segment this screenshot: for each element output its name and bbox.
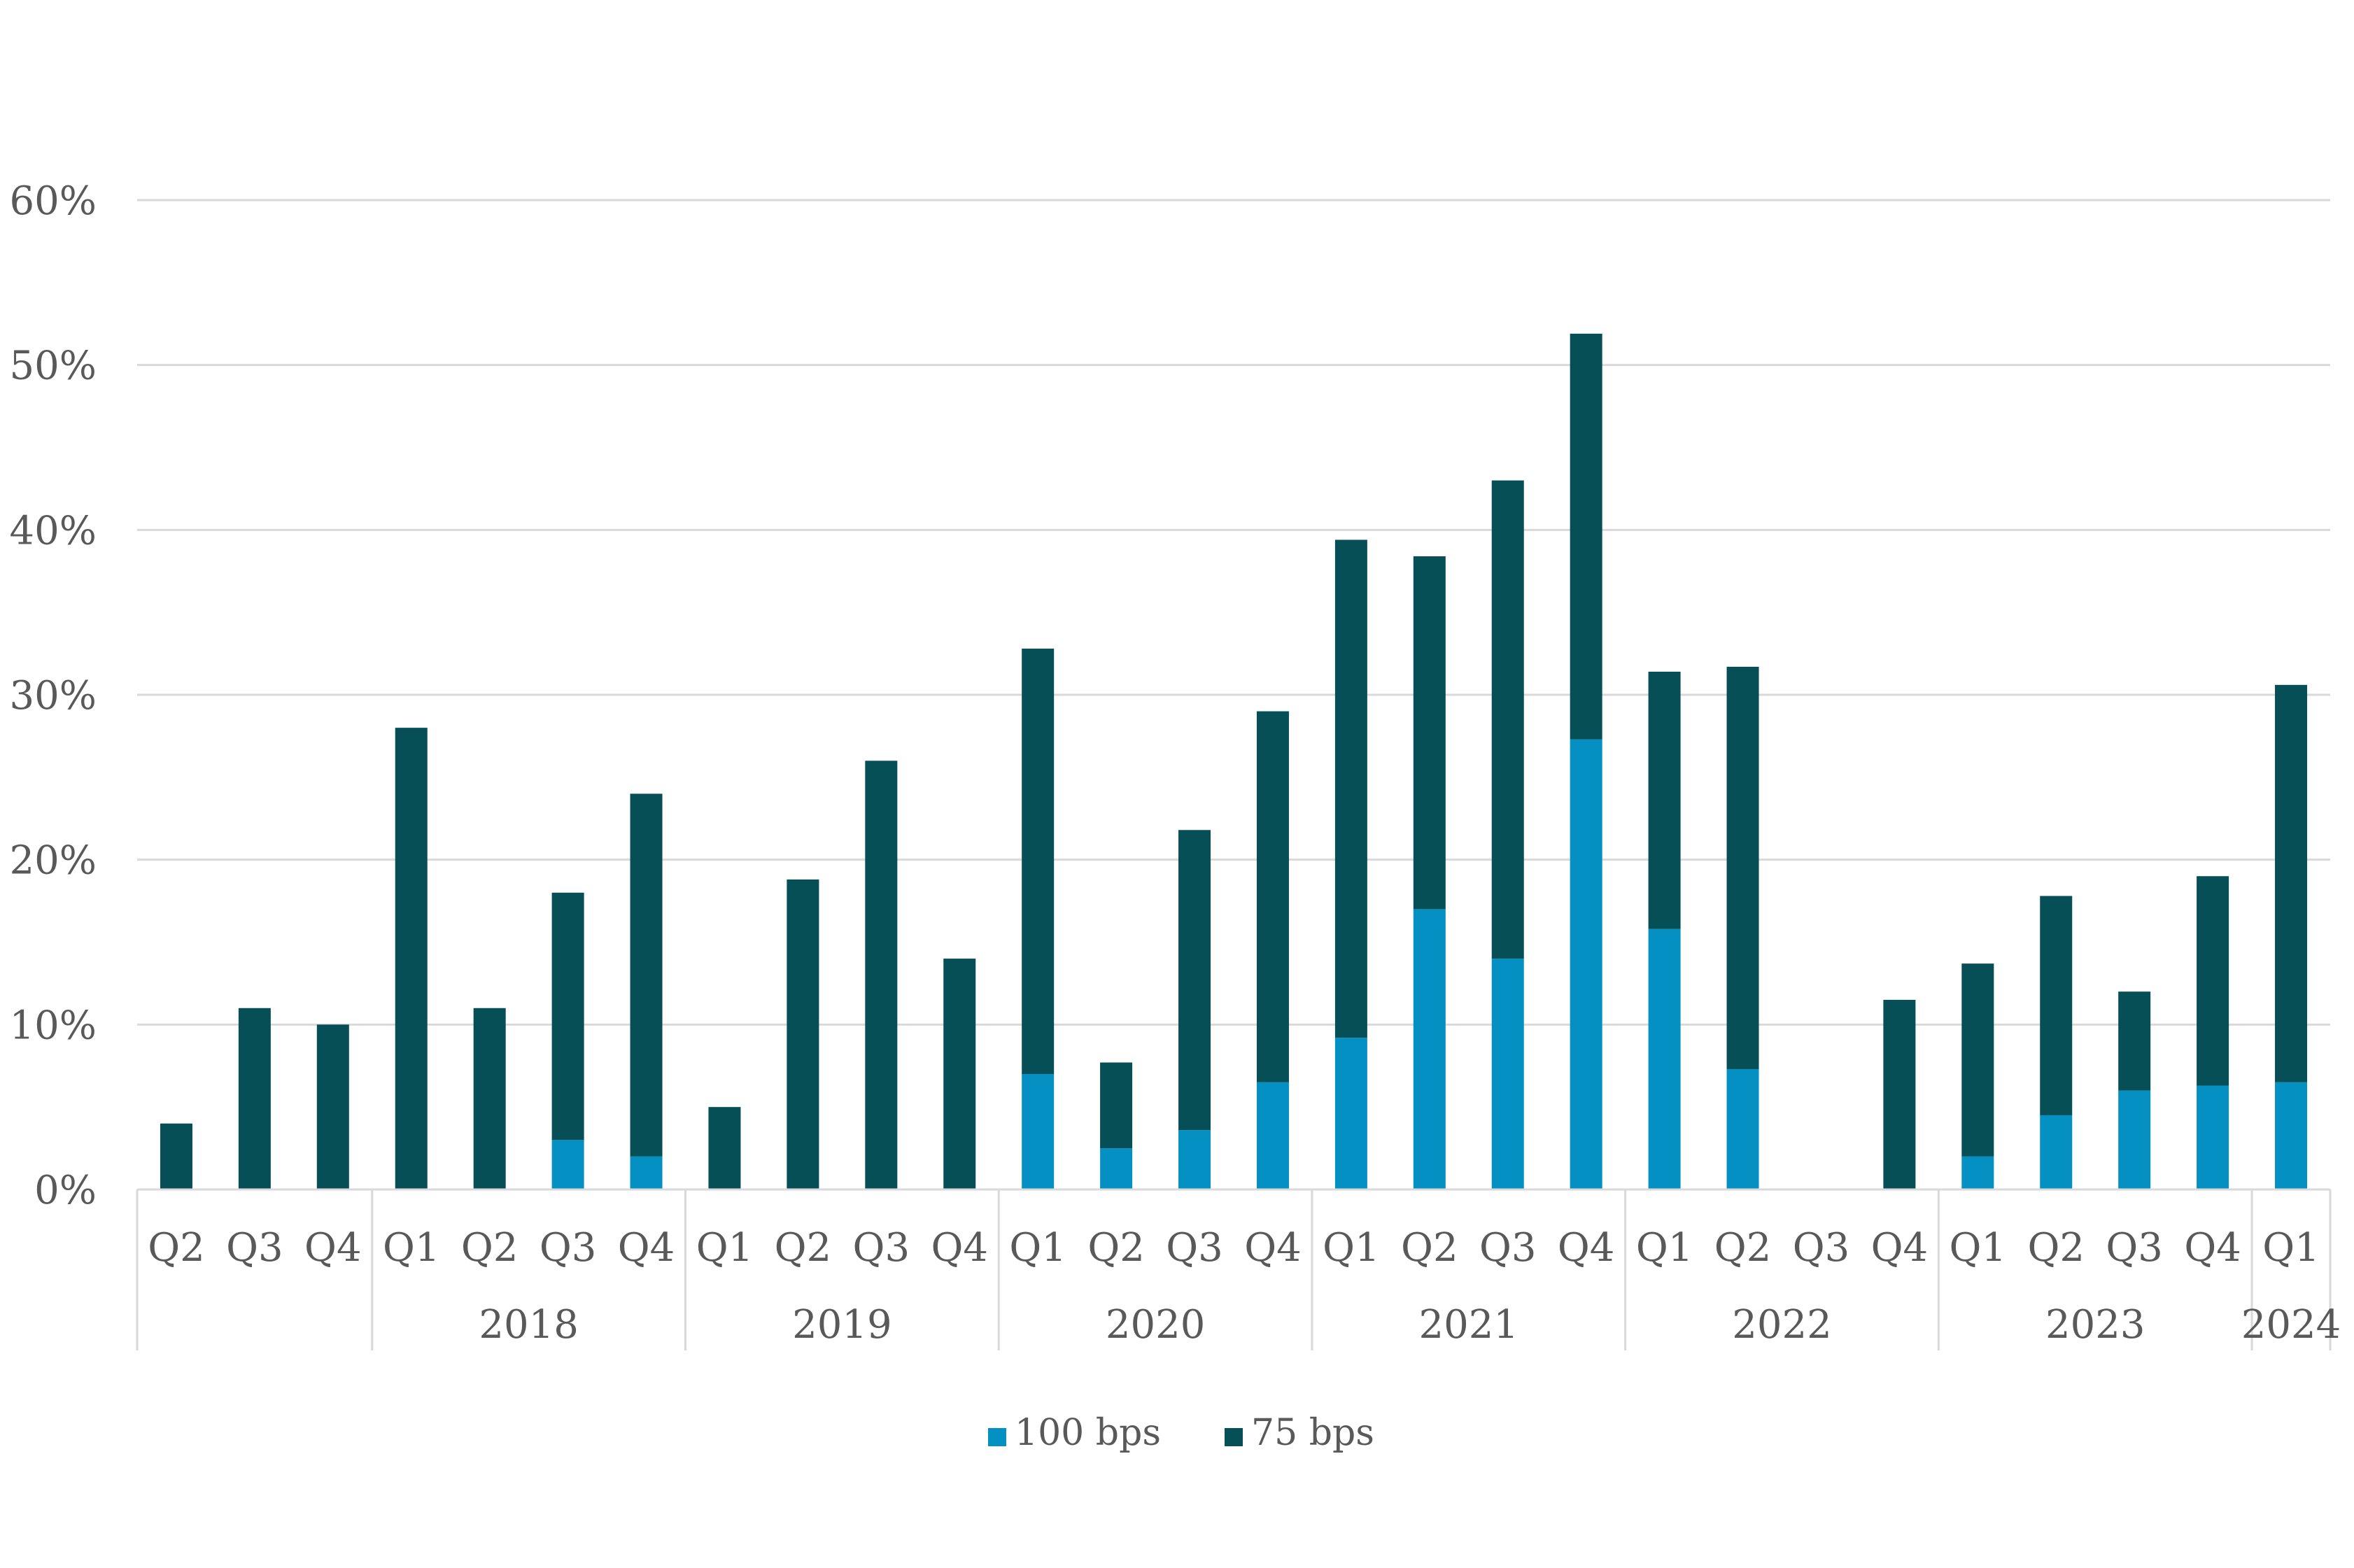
bar-segment-100bps	[1648, 928, 1681, 1189]
bar-segment-100bps	[1570, 739, 1602, 1189]
y-axis: 0% 10% 20% 30% 40% 50% 60%	[10, 178, 97, 1213]
bar-segment-100bps	[1726, 1068, 1759, 1189]
legend-label: 100 bps	[1015, 1412, 1161, 1454]
y-tick-label: 50%	[10, 344, 97, 389]
x-axis: Q2 Q3 Q4 Q1 Q2 Q3 Q4 Q1 Q2 Q3 Q4 Q1 Q2 Q3 Q4 Q1 Q2 Q3 Q4 Q1…	[136, 1188, 2341, 1350]
x-tick-label: Q2	[148, 1225, 205, 1271]
bar-segment-75bps	[787, 879, 819, 1189]
bar-segment-100bps	[1256, 1082, 1289, 1189]
bar-segment-75bps	[238, 1008, 271, 1189]
x-tick-label: Q4	[931, 1225, 988, 1271]
x-tick-label: Q2	[1087, 1225, 1145, 1271]
bar-segment-75bps	[1413, 556, 1446, 910]
year-label: 2019	[792, 1302, 892, 1348]
bar-segment-100bps	[2275, 1082, 2308, 1189]
x-tick-label: Q1	[2262, 1225, 2320, 1271]
bar-segment-100bps	[1413, 909, 1446, 1189]
y-tick-label: 40%	[10, 508, 97, 553]
bar-segment-75bps	[1491, 480, 1524, 959]
bar-segment-100bps	[1334, 1038, 1367, 1189]
bar-segment-100bps	[1961, 1156, 1994, 1189]
bar-segment-75bps	[1100, 1062, 1133, 1149]
bar-segment-100bps	[2118, 1090, 2151, 1189]
x-tick-label: Q1	[1950, 1225, 2007, 1271]
y-tick-label: 30%	[10, 673, 97, 719]
y-tick-label: 60%	[10, 178, 97, 224]
bar-segment-75bps	[708, 1107, 741, 1189]
year-label: 2022	[1732, 1302, 1832, 1348]
x-tick-label: Q2	[1714, 1225, 1772, 1271]
bar-segment-75bps	[1726, 666, 1759, 1069]
gridlines	[137, 199, 2330, 1026]
bar-segment-100bps	[1100, 1148, 1133, 1189]
bar-segment-100bps	[1491, 959, 1524, 1189]
x-tick-label: Q1	[1009, 1225, 1066, 1271]
legend-swatch	[988, 1428, 1006, 1446]
bar-segment-75bps	[2197, 876, 2229, 1086]
x-tick-label: Q4	[304, 1225, 362, 1271]
bar-segment-75bps	[1883, 999, 1916, 1189]
x-tick-label: Q3	[226, 1225, 283, 1271]
bar-segment-75bps	[865, 761, 898, 1189]
x-tick-label: Q3	[1793, 1225, 1850, 1271]
bar-segment-100bps	[551, 1140, 584, 1189]
bar-segment-75bps	[1178, 830, 1211, 1131]
x-tick-label: Q4	[1871, 1225, 1929, 1271]
x-tick-label: Q3	[853, 1225, 910, 1271]
x-tick-label: Q3	[2106, 1225, 2163, 1271]
y-tick-label: 0%	[34, 1168, 97, 1213]
x-tick-label: Q2	[461, 1225, 519, 1271]
year-label: 2024	[2241, 1302, 2341, 1348]
x-tick-label: Q2	[1401, 1225, 1458, 1271]
x-tick-label: Q2	[775, 1225, 832, 1271]
bar-segment-75bps	[630, 793, 663, 1157]
legend: 100 bps 75 bps	[988, 1412, 1374, 1454]
bar-segment-100bps	[1022, 1074, 1055, 1189]
x-tick-label: Q1	[1636, 1225, 1693, 1271]
bar-segment-75bps	[1022, 649, 1055, 1075]
y-tick-label: 20%	[10, 838, 97, 884]
bar-segment-75bps	[316, 1024, 349, 1189]
x-tick-label: Q4	[1244, 1225, 1302, 1271]
x-tick-label: Q3	[1479, 1225, 1537, 1271]
year-label: 2023	[2045, 1302, 2145, 1348]
x-tick-label: Q3	[1166, 1225, 1223, 1271]
year-label: 2021	[1419, 1302, 1519, 1348]
x-tick-label: Q4	[1558, 1225, 1615, 1271]
bar-segment-75bps	[2118, 991, 2151, 1091]
bar-segment-75bps	[2040, 896, 2073, 1115]
bar-segment-75bps	[1256, 711, 1289, 1082]
bar-segment-75bps	[943, 959, 976, 1189]
y-tick-label: 10%	[10, 1003, 97, 1048]
year-label: 2018	[479, 1302, 579, 1348]
bar-segment-75bps	[1334, 539, 1367, 1038]
year-label: 2020	[1106, 1302, 1206, 1348]
bar-segment-75bps	[473, 1008, 506, 1189]
bars	[160, 333, 2308, 1189]
bar-segment-100bps	[2040, 1115, 2073, 1189]
bar-segment-75bps	[551, 892, 584, 1140]
x-tick-label: Q3	[540, 1225, 597, 1271]
x-tick-label: Q4	[618, 1225, 675, 1271]
legend-label: 75 bps	[1251, 1412, 1374, 1454]
bar-segment-75bps	[1648, 672, 1681, 929]
bar-segment-75bps	[1570, 333, 1602, 740]
bar-segment-100bps	[630, 1156, 663, 1189]
x-tick-label: Q1	[383, 1225, 440, 1271]
bar-segment-75bps	[160, 1123, 192, 1189]
bar-segment-100bps	[2197, 1085, 2229, 1189]
bar-segment-100bps	[1178, 1130, 1211, 1189]
x-tick-label: Q4	[2184, 1225, 2241, 1271]
bar-segment-75bps	[395, 728, 428, 1189]
legend-swatch	[1225, 1428, 1243, 1446]
x-tick-label: Q1	[1323, 1225, 1380, 1271]
bar-segment-75bps	[2275, 684, 2308, 1082]
bar-segment-75bps	[1961, 963, 1994, 1157]
x-tick-label: Q2	[2027, 1225, 2085, 1271]
x-tick-label: Q1	[696, 1225, 754, 1271]
